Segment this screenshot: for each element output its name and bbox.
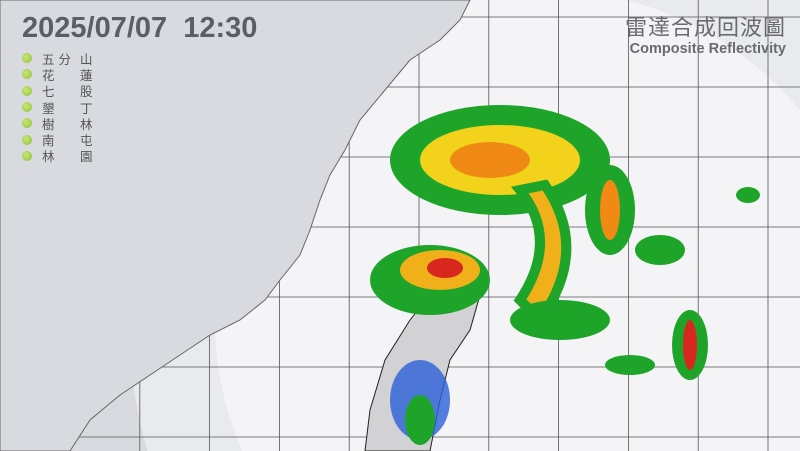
station-item: 五 分山 <box>22 50 93 67</box>
station-list: 五 分山 花蓮 七股 墾丁 樹林 南屯 林園 <box>22 50 93 164</box>
station-item: 南屯 <box>22 131 93 148</box>
title-english: Composite Reflectivity <box>629 41 786 57</box>
status-dot-icon <box>22 85 32 96</box>
map-title: 雷達合成回波圖 Composite Reflectivity <box>625 10 786 57</box>
station-item: 林園 <box>22 148 93 164</box>
status-dot-icon <box>22 53 32 64</box>
status-dot-icon <box>22 150 32 161</box>
station-item: 樹林 <box>22 115 93 132</box>
station-item: 墾丁 <box>22 99 93 116</box>
status-dot-icon <box>22 69 32 80</box>
coastline-china <box>0 0 471 451</box>
timestamp: 2025/07/07 12:30 <box>22 12 258 44</box>
station-item: 七股 <box>22 83 93 99</box>
status-dot-icon <box>22 102 32 113</box>
status-dot-icon <box>22 134 32 145</box>
title-chinese: 雷達合成回波圖 <box>624 16 786 41</box>
status-dot-icon <box>22 118 32 129</box>
station-item: 花蓮 <box>22 66 93 83</box>
radar-echoes <box>370 105 760 445</box>
